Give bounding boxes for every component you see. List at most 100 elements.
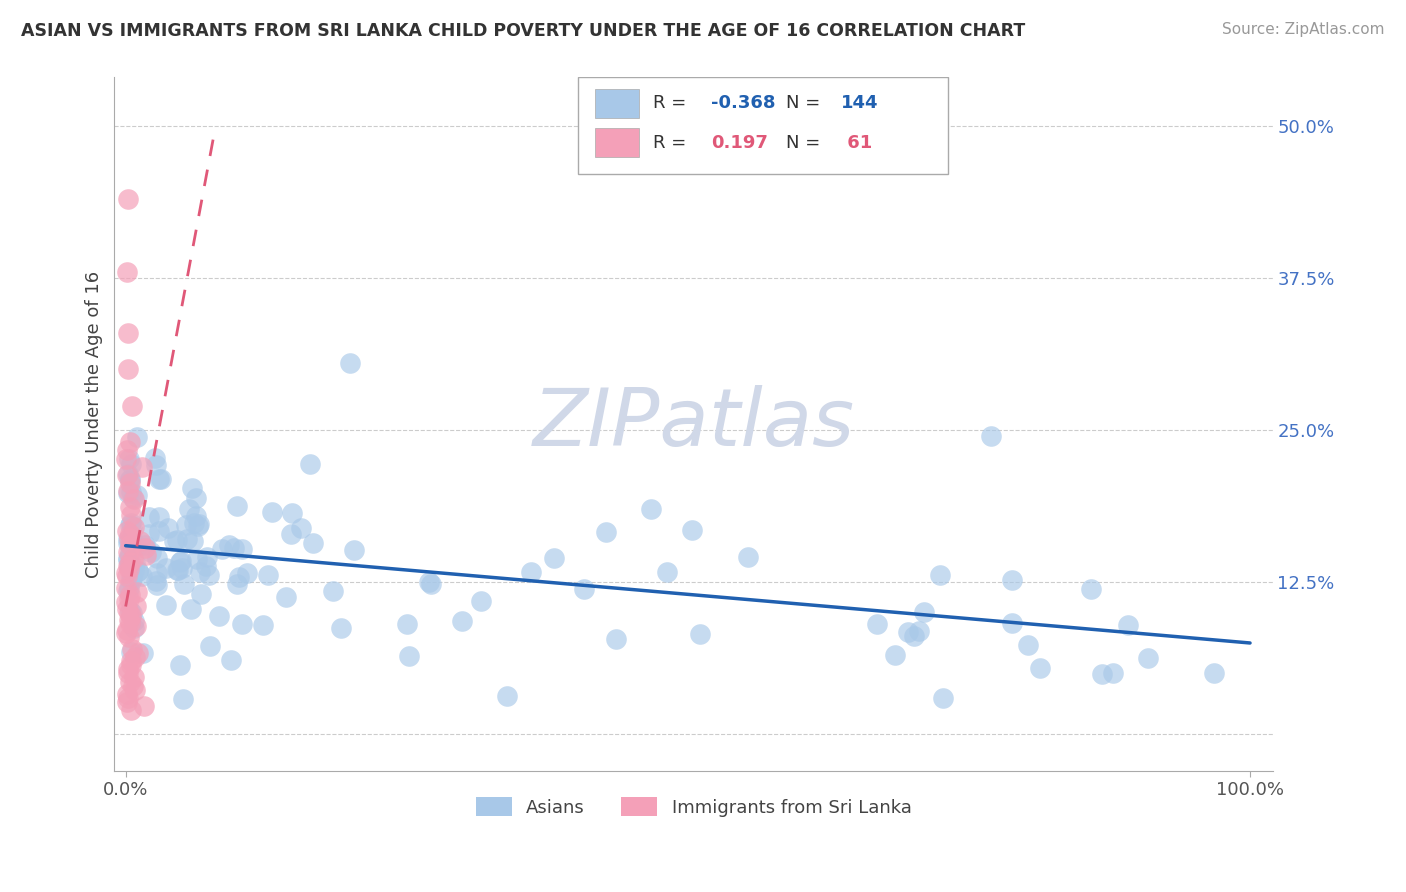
Point xyxy=(322,584,344,599)
Point xyxy=(980,429,1002,443)
Point xyxy=(231,616,253,631)
Point xyxy=(120,615,142,630)
Point xyxy=(198,567,221,582)
Point xyxy=(127,584,149,599)
Point xyxy=(172,561,194,575)
Point xyxy=(932,691,955,706)
Point xyxy=(122,520,145,534)
Point xyxy=(221,653,243,667)
Point xyxy=(903,629,925,643)
Point xyxy=(519,565,541,579)
Point xyxy=(135,548,157,562)
Point xyxy=(211,542,233,557)
Point xyxy=(262,505,284,519)
Point xyxy=(120,674,142,689)
Text: 0.197: 0.197 xyxy=(711,134,768,152)
FancyBboxPatch shape xyxy=(595,88,640,118)
Point xyxy=(177,502,200,516)
Point xyxy=(148,509,170,524)
Point xyxy=(420,577,443,591)
Point xyxy=(1202,666,1225,681)
Point xyxy=(912,605,935,619)
Point xyxy=(198,639,221,653)
Point xyxy=(120,570,142,584)
Point xyxy=(257,568,280,582)
Point xyxy=(120,588,142,602)
Point xyxy=(115,566,138,580)
Point xyxy=(131,569,153,583)
Point xyxy=(252,617,274,632)
Point xyxy=(655,565,678,579)
Point xyxy=(138,527,160,541)
Point xyxy=(595,525,617,540)
Point xyxy=(122,614,145,628)
Point xyxy=(122,563,145,577)
Point xyxy=(208,608,231,623)
Point xyxy=(928,568,950,582)
Point xyxy=(118,606,141,620)
Point xyxy=(118,435,141,450)
Point xyxy=(737,550,759,565)
Point xyxy=(117,483,139,498)
Point xyxy=(132,646,155,660)
Point xyxy=(157,521,180,535)
Point xyxy=(117,545,139,559)
Text: ZIPatlas: ZIPatlas xyxy=(533,385,855,463)
Point xyxy=(117,690,139,705)
Point xyxy=(120,518,142,533)
Point xyxy=(290,521,312,535)
Point xyxy=(689,627,711,641)
Point xyxy=(222,541,245,556)
FancyBboxPatch shape xyxy=(595,128,640,157)
Point xyxy=(118,630,141,644)
Point xyxy=(122,620,145,634)
Point xyxy=(117,192,139,206)
Point xyxy=(118,562,141,576)
Point xyxy=(122,551,145,566)
Text: Source: ZipAtlas.com: Source: ZipAtlas.com xyxy=(1222,22,1385,37)
Point xyxy=(127,430,149,444)
Point xyxy=(145,574,167,589)
Point xyxy=(120,516,142,530)
Point xyxy=(117,443,139,458)
Point xyxy=(231,542,253,557)
Point xyxy=(118,591,141,606)
Point xyxy=(281,507,304,521)
Point xyxy=(115,595,138,609)
Point xyxy=(120,644,142,658)
Point xyxy=(169,555,191,569)
Point xyxy=(118,474,141,488)
Point xyxy=(1029,661,1052,675)
Point xyxy=(183,516,205,530)
Point xyxy=(173,577,195,591)
Point xyxy=(125,619,148,633)
Point xyxy=(180,601,202,615)
Point xyxy=(121,561,143,575)
Point xyxy=(187,516,209,531)
Point xyxy=(118,452,141,467)
Point xyxy=(117,536,139,550)
Point xyxy=(120,531,142,545)
Point xyxy=(120,609,142,624)
Point xyxy=(117,550,139,565)
Point xyxy=(124,650,146,665)
Point xyxy=(115,602,138,616)
Point xyxy=(218,537,240,551)
Point xyxy=(122,679,145,693)
Point xyxy=(121,571,143,585)
Point xyxy=(134,537,156,551)
Point xyxy=(148,472,170,486)
Point xyxy=(1001,573,1024,587)
Text: N =: N = xyxy=(786,94,827,112)
Point xyxy=(572,582,595,597)
Point xyxy=(226,499,249,513)
Point xyxy=(121,531,143,545)
Point xyxy=(450,615,472,629)
Point xyxy=(115,524,138,538)
Text: 144: 144 xyxy=(841,94,879,112)
Point xyxy=(117,533,139,547)
Point xyxy=(166,533,188,547)
Point xyxy=(115,626,138,640)
Point xyxy=(169,657,191,672)
Point xyxy=(129,534,152,549)
